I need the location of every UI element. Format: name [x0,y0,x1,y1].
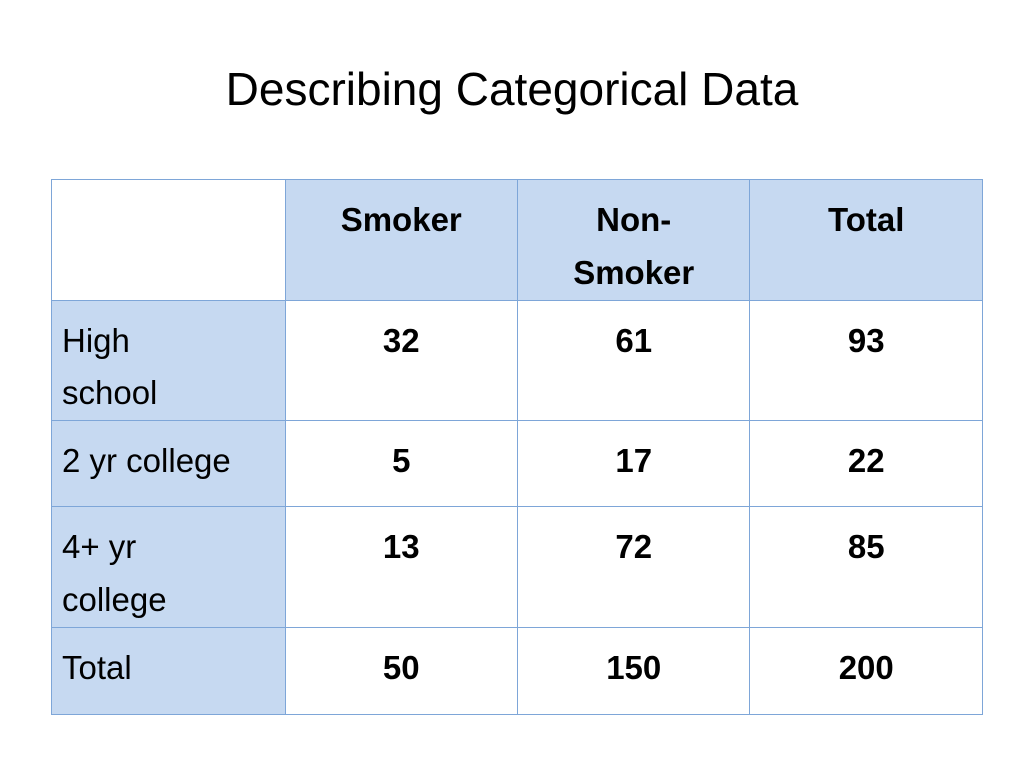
slide-title: Describing Categorical Data [225,63,799,115]
header-text: Total [828,201,905,238]
cell: 32 [284,299,518,422]
row-label-text: High school [62,321,158,412]
header-row: Smoker Non-Smoker Total [51,179,983,301]
header-cell: Smoker [284,179,518,301]
row: 2 yr college 5 17 22 [51,420,983,508]
contingency-table: Smoker Non-Smoker Total High school 32 6… [51,179,983,715]
cell: 200 [749,626,983,715]
row-label-text: Total [62,648,132,686]
row: Total 50 150 200 [51,626,983,715]
cell: 72 [516,506,751,628]
row-label: High school [51,299,286,422]
cell: 85 [749,506,983,628]
row-label-text: 4+ yr college [62,528,167,618]
cell: 17 [516,420,751,508]
cell: 5 [284,420,518,508]
header-text: Non-Smoker [573,201,695,291]
row: High school 32 61 93 [51,299,983,422]
header-text: Smoker [340,201,462,238]
cell: 93 [749,299,983,422]
cell: 22 [749,420,983,508]
header-cell: Total [749,179,983,301]
row-label-text: 2 yr college [62,442,231,480]
row-label: 2 yr college [51,420,286,508]
cell: 150 [516,626,751,715]
cell: 13 [284,506,518,628]
row-label: Total [51,626,286,715]
cell: 61 [516,299,751,422]
corner-cell [51,179,286,301]
cell: 50 [284,626,518,715]
row: 4+ yr college 13 72 85 [51,506,983,628]
header-cell: Non-Smoker [516,179,751,301]
row-label: 4+ yr college [51,506,286,628]
